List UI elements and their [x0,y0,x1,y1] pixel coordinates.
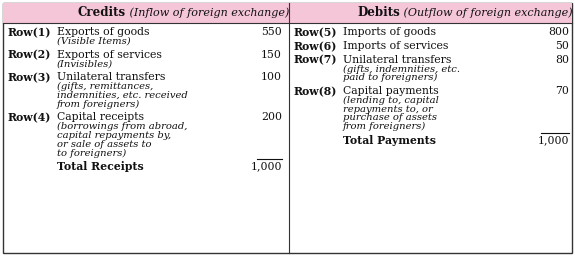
Text: repayments to, or: repayments to, or [343,105,433,114]
Text: (lending to, capital: (lending to, capital [343,96,439,105]
Text: 50: 50 [555,41,569,51]
Text: 550: 550 [261,27,282,37]
Text: paid to foreigners): paid to foreigners) [343,73,438,82]
Bar [3,3,572,23]
Text: Total Payments: Total Payments [343,135,436,146]
Text: Row(7): Row(7) [294,55,338,66]
Text: Capital receipts: Capital receipts [57,112,144,122]
Text: Imports of services: Imports of services [343,41,448,51]
Text: 800: 800 [548,27,569,37]
Text: purchase of assets: purchase of assets [343,113,437,122]
Text: (Visible Items): (Visible Items) [57,37,131,46]
Text: from foreigners): from foreigners) [343,122,426,131]
Text: from foreigners): from foreigners) [57,100,140,109]
Text: (Outflow of foreign exchange): (Outflow of foreign exchange) [401,8,573,18]
Text: Capital payments: Capital payments [343,86,439,96]
Text: or sale of assets to: or sale of assets to [57,140,151,149]
Text: Row(5): Row(5) [294,27,338,38]
Text: Unilateral transfers: Unilateral transfers [343,55,451,65]
Text: 80: 80 [555,55,569,65]
Text: to foreigners): to foreigners) [57,148,126,158]
Text: Exports of services: Exports of services [57,50,162,60]
Text: Row(6): Row(6) [294,41,338,52]
Text: Exports of goods: Exports of goods [57,27,150,37]
Text: indemnities, etc. received: indemnities, etc. received [57,91,188,100]
Text: (Inflow of foreign exchange): (Inflow of foreign exchange) [126,8,289,18]
Text: 200: 200 [261,112,282,122]
Text: Row(1): Row(1) [8,27,52,38]
Text: 1,000: 1,000 [538,135,569,145]
Text: 1,000: 1,000 [251,161,282,172]
Text: Row(4): Row(4) [8,112,51,123]
Text: Row(2): Row(2) [8,50,51,61]
Text: Row(3): Row(3) [8,72,52,83]
Text: 70: 70 [555,86,569,96]
Text: Total Receipts: Total Receipts [57,161,144,172]
Text: (Invisibles): (Invisibles) [57,59,113,68]
Text: capital repayments by,: capital repayments by, [57,131,171,140]
Text: Unilateral transfers: Unilateral transfers [57,72,166,82]
Text: Credits: Credits [78,6,126,19]
Text: Row(8): Row(8) [294,86,338,97]
Text: 150: 150 [261,50,282,60]
Text: (gifts, indemnities, etc.: (gifts, indemnities, etc. [343,65,460,73]
Text: 100: 100 [261,72,282,82]
Text: (borrowings from abroad,: (borrowings from abroad, [57,122,187,131]
Text: (gifts, remittances,: (gifts, remittances, [57,82,154,91]
Text: Imports of goods: Imports of goods [343,27,436,37]
Text: Debits: Debits [358,6,401,19]
